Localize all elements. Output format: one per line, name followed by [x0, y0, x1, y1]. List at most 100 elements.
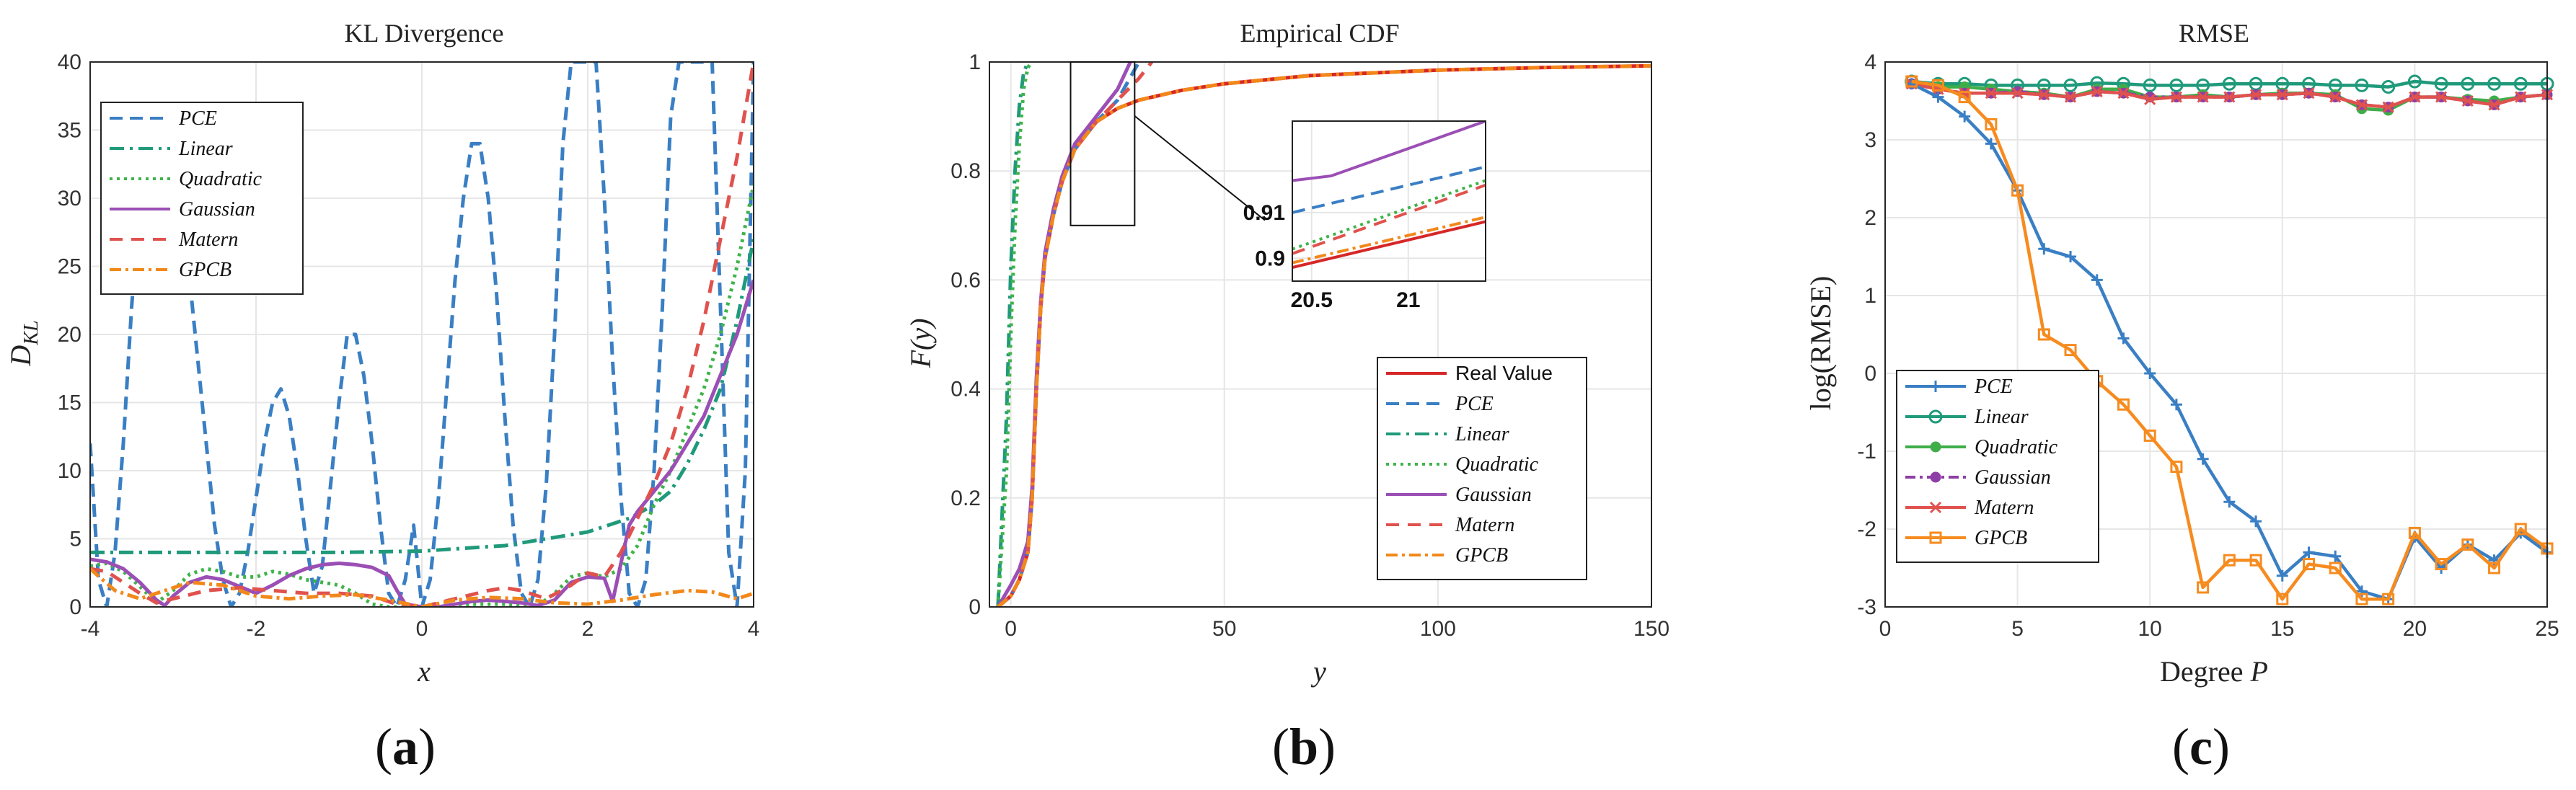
x-tick-label: 15 — [2270, 617, 2294, 641]
series-matern — [1905, 78, 2554, 113]
panel-label-a: (a) — [375, 718, 436, 776]
y-tick-label: 0.8 — [950, 159, 981, 183]
y-tick-label: 1 — [1864, 284, 1876, 308]
inset-line-pce — [1292, 165, 1486, 214]
y-tick-label: -3 — [1857, 595, 1876, 619]
marker-plus — [2250, 515, 2262, 528]
y-tick-label: 0.4 — [950, 378, 981, 401]
marker-square — [2408, 526, 2421, 539]
chart-a-title: KL Divergence — [345, 19, 504, 48]
legend-label-gpcb: GPCB — [1455, 544, 1508, 567]
y-tick-label: 40 — [58, 50, 81, 74]
marker-plus — [2329, 550, 2342, 562]
legend-label-linear: Linear — [1974, 406, 2029, 428]
marker-x — [2303, 87, 2315, 99]
chart-rmse: RMSE 0 5 10 15 20 25 -3 -2 -1 0 1 2 3 4 Degree P log(… — [1804, 19, 2559, 688]
y-tick-label: 0 — [1864, 362, 1876, 386]
series-line-gpcb — [90, 567, 754, 607]
marker-circle — [2222, 76, 2236, 91]
series-line-linear — [90, 239, 754, 554]
x-tick-label: 25 — [2535, 617, 2559, 641]
marker-x — [2064, 91, 2077, 103]
marker-x — [2461, 94, 2474, 107]
legend-entry-gaussian: Gaussian — [110, 198, 255, 221]
marker-square — [2488, 562, 2501, 574]
inset-y-tick-label: 0.91 — [1243, 201, 1285, 225]
marker-circle — [2513, 76, 2528, 91]
marker-square — [1929, 531, 1942, 544]
marker-circle — [2407, 74, 2422, 89]
legend-entry-linear: Linear — [110, 138, 233, 160]
plot-frame — [1884, 61, 2548, 608]
x-tick-label: 50 — [1212, 617, 1236, 641]
marker-x — [2197, 91, 2209, 103]
series-line-matern — [997, 62, 1154, 607]
legend-entry-linear: Linear — [1905, 406, 2029, 428]
marker-square — [1931, 79, 1944, 92]
marker-plus — [1905, 78, 1918, 90]
legend-label-gaussian: Gaussian — [1455, 484, 1532, 506]
legend-entry-gaussian: Gaussian — [1905, 466, 2051, 489]
marker-plus — [2223, 496, 2236, 508]
legend-entry-pce: PCE — [1905, 376, 2013, 398]
marker-x — [2488, 99, 2500, 111]
legend-label-pce: PCE — [178, 107, 217, 130]
legend-label-gpcb: GPCB — [1975, 527, 2027, 549]
legend-entry-gpcb: GPCB — [1905, 527, 2027, 549]
marker-plus — [2303, 546, 2315, 559]
marker-square — [2276, 592, 2289, 605]
legend-box — [1896, 370, 2099, 563]
marker-square — [2143, 429, 2156, 442]
chart-c-ylabel: log(RMSE) — [1804, 276, 1837, 411]
svg-text:(a): (a) — [375, 718, 436, 776]
marker-plus — [2144, 368, 2156, 379]
legend-entry-quadratic: Quadratic — [1905, 436, 2058, 458]
marker-x — [2038, 89, 2050, 101]
marker-x — [2250, 89, 2262, 101]
y-tick-label: 10 — [58, 459, 81, 483]
marker-plus — [2065, 251, 2077, 262]
marker-circle — [2355, 78, 2369, 92]
x-tick-label: 2 — [582, 617, 594, 641]
marker-square — [2117, 398, 2130, 411]
legend-entry-gpcb: GPCB — [1386, 544, 1508, 567]
marker-plus — [2197, 453, 2209, 465]
series-line-quadratic — [90, 184, 754, 607]
marker-x — [2144, 93, 2156, 105]
x-tick-label: 20 — [2403, 617, 2427, 641]
inset-line-gpcb — [1292, 216, 1486, 265]
marker-plus — [2276, 569, 2288, 582]
chart-b-ylabel: F(y) — [904, 319, 937, 369]
marker-square — [1905, 75, 1918, 88]
chart-b-title: Empirical CDF — [1240, 19, 1400, 48]
marker-x — [1929, 501, 1942, 514]
legend-entry-matern: Matern — [1905, 497, 2034, 519]
y-tick-label: 5 — [69, 528, 81, 551]
inset-x-tick-label: 20.5 — [1291, 288, 1333, 312]
marker-plus — [2038, 243, 2050, 255]
y-tick-label: 0 — [969, 595, 981, 619]
svg-text:DKL: DKL — [4, 320, 43, 366]
legend-label-quadratic: Quadratic — [1455, 453, 1539, 476]
series-gpcb — [1905, 75, 2554, 605]
x-tick-label: 4 — [748, 617, 760, 641]
marker-circle — [2169, 78, 2184, 92]
marker-square — [2329, 562, 2342, 574]
marker-square — [2355, 592, 2368, 605]
marker-x — [2409, 91, 2421, 103]
marker-plus — [2355, 585, 2368, 598]
marker-square — [1985, 117, 1998, 130]
legend-label-linear: Linear — [178, 138, 233, 160]
y-tick-label: 15 — [58, 391, 81, 415]
inset-line-matern — [1292, 183, 1486, 255]
marker-square — [2197, 581, 2210, 594]
marker-circle — [2063, 78, 2078, 92]
marker-plus — [2091, 274, 2103, 286]
x-tick-label: 100 — [1420, 617, 1456, 641]
series-line-matern — [90, 62, 754, 607]
marker-square — [2303, 558, 2316, 571]
legend-entry-matern: Matern — [1386, 514, 1514, 536]
marker-square — [2249, 554, 2262, 567]
marker-x — [1985, 87, 1997, 99]
